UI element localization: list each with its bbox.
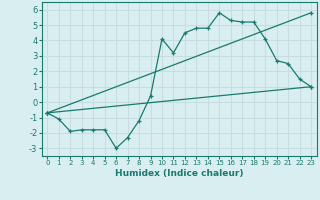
X-axis label: Humidex (Indice chaleur): Humidex (Indice chaleur) xyxy=(115,169,244,178)
